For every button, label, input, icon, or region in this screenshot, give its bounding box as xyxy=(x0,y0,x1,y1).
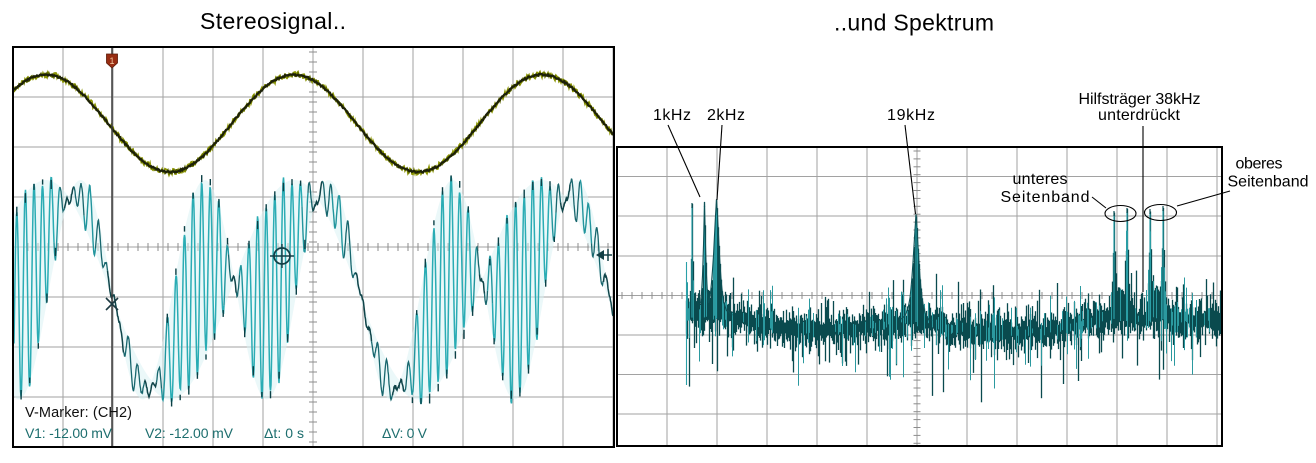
svg-text:2kHz: 2kHz xyxy=(707,107,745,124)
svg-text:ΔV: 0 V: ΔV: 0 V xyxy=(382,425,428,441)
svg-text:unterdrückt: unterdrückt xyxy=(1098,107,1181,124)
svg-text:unteres: unteres xyxy=(1013,171,1068,188)
svg-text:Seitenband: Seitenband xyxy=(1001,189,1090,206)
svg-text:1kHz: 1kHz xyxy=(653,107,691,124)
svg-text:1: 1 xyxy=(109,56,114,66)
svg-text:oberes: oberes xyxy=(1236,156,1283,173)
svg-text:V1: -12.00 mV: V1: -12.00 mV xyxy=(25,425,113,441)
svg-text:V2: -12.00 mV: V2: -12.00 mV xyxy=(145,425,234,441)
svg-text:..und Spektrum: ..und Spektrum xyxy=(834,10,994,36)
svg-text:Seitenband: Seitenband xyxy=(1228,174,1309,191)
svg-text:V-Marker: (CH2): V-Marker: (CH2) xyxy=(25,405,132,421)
svg-text:Stereosignal..: Stereosignal.. xyxy=(200,8,346,34)
svg-text:Hilfsträger 38kHz: Hilfsträger 38kHz xyxy=(1079,91,1201,108)
svg-text:19kHz: 19kHz xyxy=(887,107,935,124)
svg-text:Δt: 0 s: Δt: 0 s xyxy=(264,425,304,441)
